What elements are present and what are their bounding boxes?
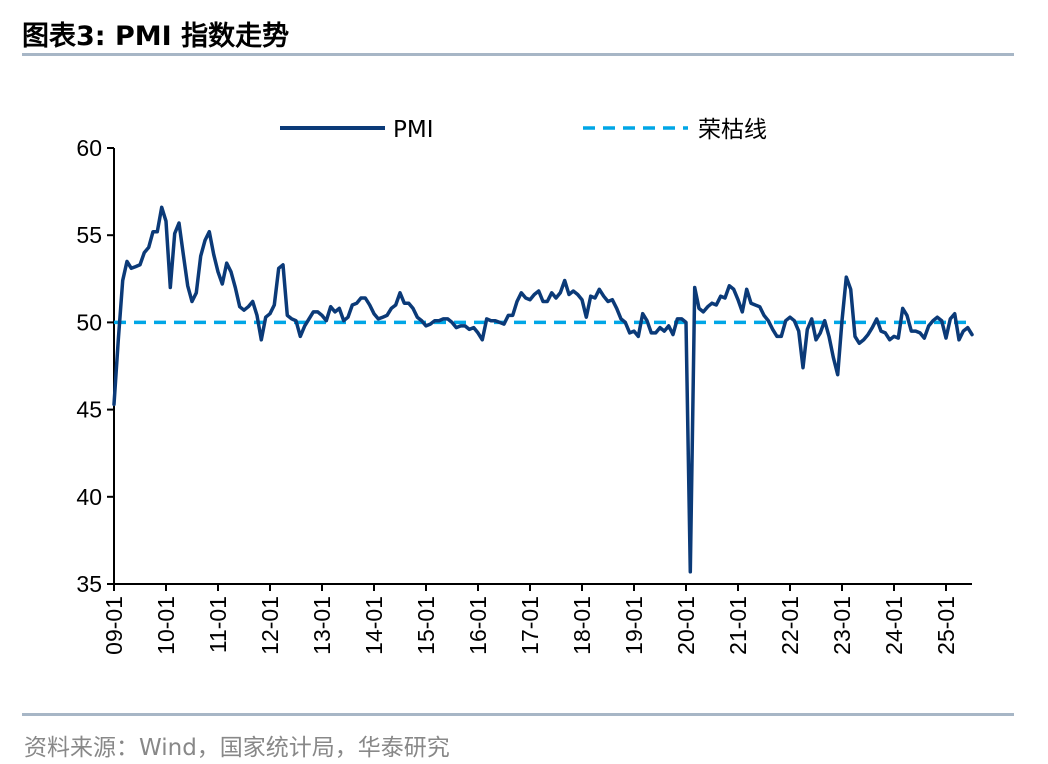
x-tick-label: 23-01 xyxy=(829,596,855,655)
pmi-series-line xyxy=(112,205,974,574)
legend-label-rongku: 荣枯线 xyxy=(698,117,767,143)
pmi-line-chart: PMI 荣枯线 35 40 45 50 55 60 09-01 10-01 11-01 12-0… xyxy=(76,117,974,655)
legend-label-pmi: PMI xyxy=(393,117,434,143)
x-tick-label: 13-01 xyxy=(309,596,335,655)
x-tick-label: 10-01 xyxy=(153,596,179,655)
y-tick-label: 45 xyxy=(76,397,102,423)
x-tick-label: 16-01 xyxy=(465,596,491,655)
x-tick-label: 12-01 xyxy=(257,596,283,655)
x-tick-label: 19-01 xyxy=(621,596,647,655)
x-tick-label: 17-01 xyxy=(517,596,543,655)
x-tick-label: 11-01 xyxy=(205,596,231,653)
plot-area xyxy=(112,205,974,574)
legend: PMI 荣枯线 xyxy=(280,117,767,143)
y-tick-label: 55 xyxy=(76,222,102,248)
y-axis: 35 40 45 50 55 60 xyxy=(76,135,115,597)
x-tick-label: 24-01 xyxy=(881,596,907,655)
x-tick-label: 18-01 xyxy=(569,596,595,655)
x-tick-label: 09-01 xyxy=(101,596,127,655)
title-divider xyxy=(22,53,1014,56)
x-tick-label: 25-01 xyxy=(933,596,959,655)
x-tick-label: 14-01 xyxy=(361,596,387,655)
x-axis: 09-01 10-01 11-01 12-01 13-01 14-01 15-01 16-01… xyxy=(101,583,972,655)
source-divider xyxy=(22,713,1014,716)
y-tick-label: 35 xyxy=(76,571,102,597)
x-tick-label: 22-01 xyxy=(777,596,803,655)
x-tick-label: 21-01 xyxy=(725,596,751,655)
y-tick-label: 50 xyxy=(76,309,102,335)
figure-title: 图表3: PMI 指数走势 xyxy=(22,21,290,52)
x-tick-label: 15-01 xyxy=(413,596,439,655)
y-tick-label: 40 xyxy=(76,484,102,510)
source-note: 资料来源：Wind，国家统计局，华泰研究 xyxy=(24,735,450,761)
y-tick-label: 60 xyxy=(76,135,102,161)
x-tick-label: 20-01 xyxy=(673,596,699,655)
